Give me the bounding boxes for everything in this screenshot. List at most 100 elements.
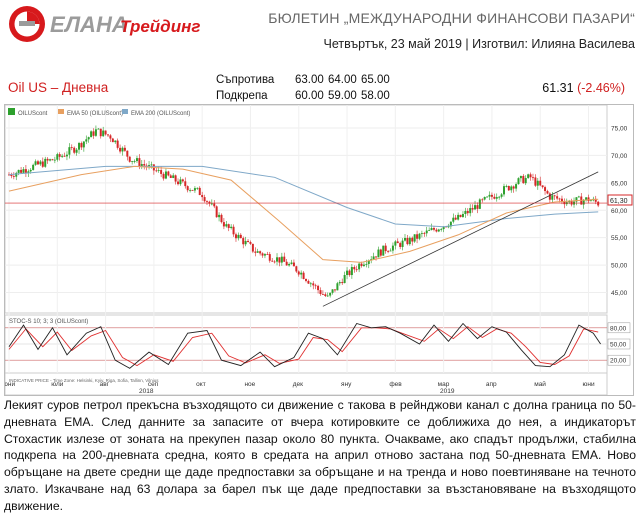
support-row: Подкрепа 60.00 59.00 58.00 — [216, 88, 390, 104]
candle-body — [324, 294, 327, 297]
candle-body — [102, 130, 105, 137]
candle-body — [346, 270, 349, 276]
candle-body — [167, 171, 170, 176]
main-legend-swatch — [8, 108, 15, 115]
candle-body — [326, 295, 329, 297]
candle-body — [109, 135, 112, 139]
candle-body — [271, 260, 274, 262]
candle-body — [242, 238, 245, 245]
time-axis — [4, 372, 608, 396]
candle-body — [404, 237, 406, 241]
candle-body — [309, 283, 312, 285]
candle-body — [510, 186, 513, 191]
candle-body — [92, 131, 95, 136]
month-label: сеп — [148, 381, 159, 388]
candle-body — [138, 158, 141, 167]
instrument-title: Oil US – Дневна — [8, 80, 109, 95]
candle-body — [372, 256, 375, 260]
candle-body — [338, 282, 341, 284]
candle-body — [503, 186, 505, 195]
candle-body — [222, 222, 225, 227]
candle-body — [177, 181, 180, 185]
candle-body — [457, 214, 460, 220]
candle-body — [162, 173, 165, 179]
candle-body — [8, 174, 10, 176]
candle-body — [367, 260, 370, 264]
candle-body — [519, 175, 522, 179]
candle-body — [597, 201, 600, 206]
candle-body — [329, 292, 332, 296]
candle-body — [471, 208, 474, 210]
candle-body — [524, 178, 527, 184]
stoch-axis-label: 20,00 — [610, 358, 627, 365]
stoch-axis-label: 80,00 — [610, 325, 627, 332]
elana-logo: ЕЛАНА Трейдинг — [6, 4, 206, 44]
candle-body — [97, 128, 100, 130]
year-2018: 2018 — [139, 388, 154, 395]
stoch-level-box — [607, 322, 631, 334]
resistance-2: 64.00 — [328, 74, 357, 86]
candle-body — [292, 262, 295, 267]
resistance-3: 65.00 — [361, 74, 390, 86]
candle-body — [49, 159, 52, 161]
candle-body — [78, 143, 81, 150]
candle-body — [461, 213, 464, 217]
candle-body — [39, 161, 42, 165]
candle-body — [375, 256, 378, 258]
candle-body — [276, 257, 279, 262]
candle-body — [90, 131, 93, 138]
price-axis-label: 75,00 — [611, 125, 628, 132]
candle-body — [365, 263, 368, 265]
candle-body — [32, 164, 35, 170]
candle-body — [307, 280, 310, 284]
candle-body — [22, 169, 25, 173]
candle-body — [58, 154, 61, 157]
resistance-label: Съпротива — [216, 74, 275, 86]
candle-body — [413, 234, 416, 242]
candle-body — [362, 264, 365, 266]
candle-body — [268, 254, 271, 261]
candle-body — [384, 245, 387, 252]
candle-body — [464, 211, 467, 214]
ema200-legend-swatch — [122, 109, 128, 114]
stoch-d-line — [8, 326, 599, 367]
candle-body — [46, 158, 49, 161]
candle-body — [196, 187, 199, 189]
candle-body — [305, 279, 307, 281]
candle-body — [529, 174, 532, 178]
support-resistance-table: Съпротива 63.00 64.00 65.00 Подкрепа 60.… — [216, 72, 390, 104]
month-label: яну — [341, 381, 352, 388]
price-tag-box — [607, 194, 633, 206]
candle-body — [336, 283, 339, 291]
candle-body — [423, 233, 426, 234]
candle-body — [486, 196, 489, 198]
month-label: юни — [5, 381, 15, 388]
candle-body — [435, 229, 438, 232]
candle-body — [181, 179, 184, 182]
candle-body — [297, 271, 300, 275]
candle-body — [232, 226, 235, 235]
candle-body — [254, 251, 257, 253]
candle-body — [251, 243, 254, 252]
candle-body — [512, 186, 515, 189]
candle-body — [259, 251, 262, 254]
candle-body — [396, 241, 399, 244]
support-1: 60.00 — [295, 90, 324, 102]
candle-body — [116, 140, 119, 148]
legend-ema200: EMA 200 (OILUScont) — [131, 111, 190, 117]
candle-body — [131, 161, 134, 162]
candle-body — [553, 195, 556, 197]
candle-body — [280, 256, 283, 263]
candle-body — [452, 217, 455, 222]
bulletin-title: БЮЛЕТИН „МЕЖДУНАРОДНИ ФИНАНСОВИ ПАЗАРИ“ — [268, 10, 635, 26]
source-note: INDICATIVE PRICE - Time Zone: Helsinki, … — [9, 378, 159, 383]
candle-body — [160, 170, 163, 174]
article-text: Лекият суров петрол прекъсна възходящото… — [4, 398, 636, 513]
candle-body — [273, 261, 276, 263]
candle-body — [126, 150, 129, 157]
support-label: Подкрепа — [216, 90, 268, 102]
candle-body — [107, 134, 109, 136]
candle-body — [302, 272, 305, 280]
candle-body — [135, 158, 138, 162]
candle-body — [87, 137, 90, 140]
